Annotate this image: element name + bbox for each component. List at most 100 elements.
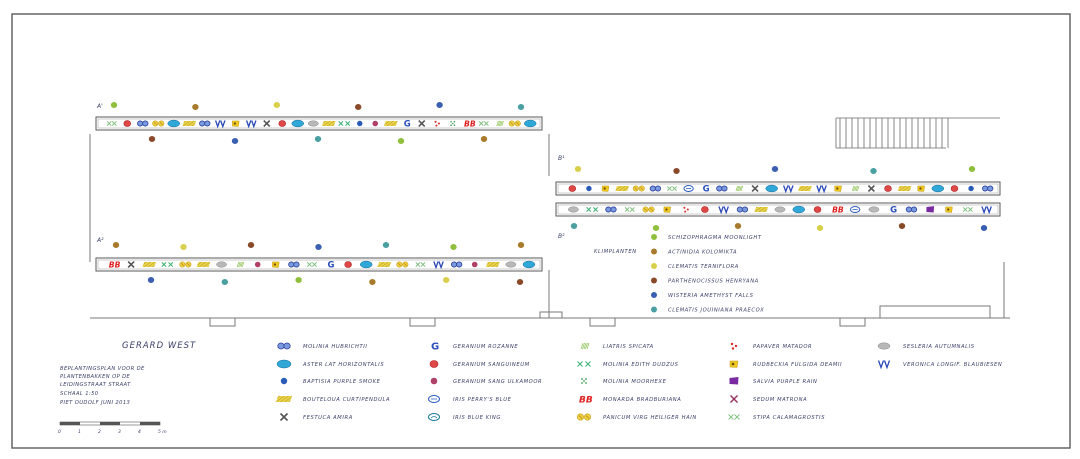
molinia-hubricht-symbol — [716, 185, 728, 192]
svg-text:G: G — [431, 342, 439, 353]
climber-dot — [247, 242, 255, 248]
aster-hortensis-symbol — [792, 205, 805, 214]
veronica-symbol — [981, 206, 992, 215]
papaver-symbol — [683, 206, 689, 213]
bed-3: G — [555, 181, 1001, 196]
climber-legend-item: PARTHENOCISSUS HENRYANA — [651, 277, 758, 285]
aster-hortensis-symbol — [291, 119, 304, 128]
aster-hortensis-symbol — [167, 119, 180, 128]
climber-legend-item: WISTERIA AMETHYST FALLS — [651, 292, 754, 299]
climber-dot — [436, 102, 443, 108]
bed-code-a2: A² — [96, 237, 104, 244]
panicum-symbol — [508, 120, 521, 127]
note-line-4: SCHAAL 1:50 — [60, 391, 99, 397]
legend-item-molinia-edith: MOLINIA EDITH DUDZUS — [577, 361, 678, 368]
note-line-3: LEIDINGSTRAAT STRAAT — [60, 382, 131, 388]
climber-dot — [771, 166, 779, 172]
legend-label: GERANIUM SANG ULKAMOOR — [453, 379, 542, 385]
sesleria-symbol — [774, 206, 786, 213]
climber-dot — [148, 136, 156, 142]
geranium-rozanne-symbol: G — [890, 205, 897, 215]
veronica-symbol — [433, 261, 444, 270]
geranium-sanguineum-symbol — [123, 120, 131, 127]
staircase — [835, 117, 1000, 149]
climber-dot — [734, 223, 742, 229]
geranium-rozanne-symbol: G — [431, 342, 439, 353]
festuca-symbol — [867, 184, 875, 193]
panicum-symbol — [396, 261, 409, 268]
climber-dot — [314, 136, 322, 142]
legend-label: SALVIA PURPLE RAIN — [753, 379, 817, 385]
legend-item-baptisia: BAPTISIA PURPLE SMOKE — [280, 377, 381, 385]
legend-label: BOUTELOUA CURTIPENDULA — [303, 397, 390, 403]
climber-dot — [652, 225, 660, 231]
rudbeckia-symbol — [945, 206, 953, 213]
aster-hortensis-symbol — [765, 184, 778, 193]
svg-text:BB: BB — [109, 260, 121, 269]
climber-name: WISTERIA AMETHYST FALLS — [668, 293, 754, 299]
climber-dot — [517, 104, 525, 110]
iris-perry-symbol — [849, 206, 861, 213]
legend-label: MOLINIA MOORHEXE — [603, 379, 667, 385]
stipa-symbol — [306, 262, 317, 267]
note-line-1: BEPLANTINGSPLAN VOOR DE — [60, 366, 145, 372]
papaver-symbol — [434, 120, 440, 127]
drawing-title: GERARD WEST — [122, 341, 196, 351]
geranium-sanguineum-symbol — [278, 120, 286, 127]
climber-dot — [673, 168, 680, 174]
legend-label: SEDUM MATRONA — [753, 397, 807, 403]
veronica-symbol — [816, 185, 827, 194]
climber-legend-item: ACTINIDIA KOLOMIKTA — [651, 248, 737, 256]
stipa-symbol — [415, 262, 426, 267]
bouteloua-symbol — [182, 120, 197, 127]
svg-text:BB: BB — [832, 205, 844, 214]
sesleria-symbol — [877, 342, 891, 350]
climber-dot — [192, 104, 199, 110]
bouteloua-symbol — [485, 261, 500, 268]
climber-dot — [112, 242, 120, 248]
legend-label: MOLINIA HUBRICHTII — [303, 344, 368, 350]
climber-dot — [180, 244, 187, 250]
title-block: GERARD WEST BEPLANTINGSPLAN VOOR DE PLAN… — [58, 341, 196, 435]
climber-dot — [516, 279, 524, 285]
geranium-sanguineum-symbol — [429, 360, 439, 368]
climber-swatch — [651, 306, 657, 313]
bed-code-b1: B¹ — [558, 155, 565, 162]
geranium-ulkamoor-symbol — [430, 377, 438, 385]
festuca-symbol — [279, 412, 289, 422]
scale-label: 3 — [118, 429, 121, 435]
svg-text:G: G — [327, 260, 334, 270]
iris-perry-symbol — [683, 185, 694, 192]
geranium-sanguineum-symbol — [568, 185, 577, 192]
molinia-hubricht-symbol — [905, 206, 918, 213]
legend-label: ASTER LAT HORIZONTALIS — [302, 362, 384, 368]
legend-label: FESTUCA AMIRA — [303, 415, 353, 421]
climber-name: ACTINIDIA KOLOMIKTA — [667, 250, 737, 256]
bouteloua-symbol — [383, 120, 398, 127]
sesleria-symbol — [216, 261, 227, 268]
rudbeckia-symbol — [917, 185, 925, 192]
climber-legend-item: CLEMATIS TERNIFLORA — [651, 263, 738, 270]
climber-swatch — [651, 292, 657, 298]
legend-label: LIATRIS SPICATA — [603, 344, 654, 350]
sesleria-symbol — [505, 261, 517, 268]
geranium-ulkamoor-symbol — [372, 120, 379, 127]
baptisia-symbol — [586, 185, 592, 192]
panicum-symbol — [642, 206, 655, 213]
iris-perry-symbol — [428, 395, 440, 403]
monarda-symbol: BB — [464, 119, 476, 128]
climber-dot — [355, 104, 362, 110]
salvia-symbol — [926, 206, 935, 213]
legend-label: BAPTISIA PURPLE SMOKE — [303, 379, 381, 385]
climber-dot — [898, 223, 906, 229]
rudbeckia-symbol — [663, 206, 671, 213]
bed-code-b2: B² — [558, 233, 565, 240]
sesleria-symbol — [307, 120, 319, 127]
climber-dot — [231, 138, 239, 144]
rudbeckia-symbol — [601, 185, 610, 192]
molinia-moorhexe-symbol — [450, 121, 456, 126]
climber-dot — [369, 279, 376, 285]
climber-legend-item: SCHIZOPHRAGMA MOONLIGHT — [651, 234, 761, 241]
bouteloua-symbol — [615, 185, 630, 192]
